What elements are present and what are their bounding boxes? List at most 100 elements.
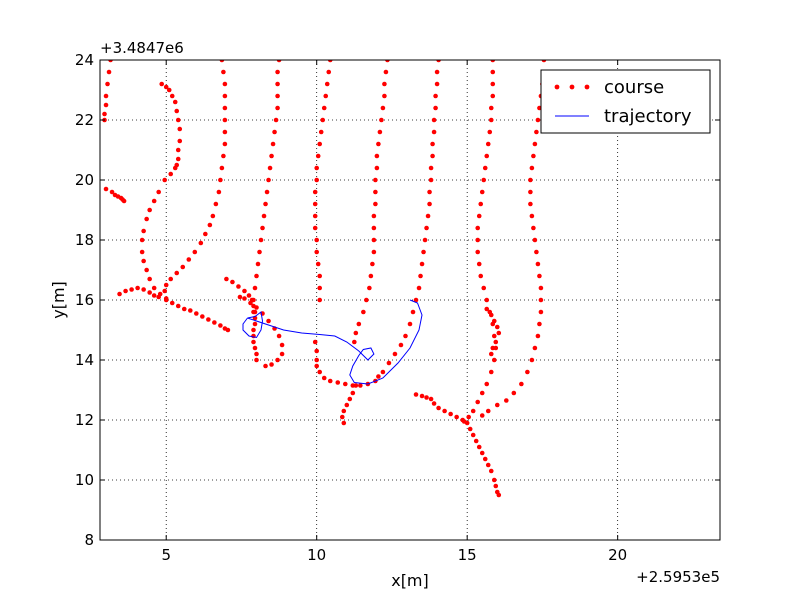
course-point bbox=[221, 153, 226, 159]
course-point bbox=[398, 342, 404, 348]
course-point bbox=[386, 360, 392, 366]
course-point bbox=[248, 300, 253, 306]
course-point bbox=[491, 477, 497, 483]
course-point bbox=[317, 141, 323, 147]
course-point bbox=[213, 201, 219, 207]
course-point bbox=[257, 249, 262, 255]
course-point bbox=[494, 324, 500, 330]
course-point bbox=[121, 198, 127, 204]
course-point bbox=[479, 450, 485, 456]
course-point bbox=[267, 165, 273, 171]
course-point bbox=[314, 348, 319, 354]
course-point bbox=[315, 261, 321, 267]
course-point bbox=[218, 177, 223, 183]
course-point bbox=[272, 129, 277, 135]
course-point bbox=[424, 395, 429, 400]
course-point bbox=[269, 362, 274, 367]
course-point bbox=[141, 258, 146, 264]
course-point bbox=[317, 285, 323, 291]
course-point bbox=[418, 273, 423, 279]
course-point bbox=[519, 381, 524, 387]
course-point bbox=[103, 102, 109, 108]
y-tick-label: 14 bbox=[75, 351, 94, 369]
course-point bbox=[276, 60, 282, 63]
course-point bbox=[433, 93, 438, 99]
course-point bbox=[175, 117, 181, 123]
course-point bbox=[169, 93, 175, 99]
course-point bbox=[254, 305, 259, 310]
course-point bbox=[407, 321, 413, 327]
course-point bbox=[261, 213, 267, 219]
course-point bbox=[312, 189, 318, 195]
course-point bbox=[368, 273, 374, 279]
course-point bbox=[106, 69, 112, 75]
course-point bbox=[108, 60, 113, 63]
course-point bbox=[410, 309, 416, 315]
course-point bbox=[156, 294, 161, 300]
course-point bbox=[172, 99, 178, 105]
course-point bbox=[383, 69, 389, 75]
course-point bbox=[419, 261, 425, 267]
course-point bbox=[327, 60, 333, 63]
course-point bbox=[321, 105, 327, 111]
course-point bbox=[318, 129, 324, 135]
course-point bbox=[461, 419, 467, 424]
course-point bbox=[255, 261, 261, 267]
course-point bbox=[427, 201, 432, 207]
course-point bbox=[488, 468, 494, 474]
course-point bbox=[264, 189, 270, 195]
course-point bbox=[353, 330, 359, 336]
course-point bbox=[529, 357, 535, 363]
course-point bbox=[192, 249, 198, 255]
course-point bbox=[314, 177, 319, 183]
course-point bbox=[273, 117, 279, 123]
course-point bbox=[159, 81, 164, 87]
course-point bbox=[528, 177, 533, 183]
course-point bbox=[251, 309, 256, 315]
course-point bbox=[416, 285, 422, 291]
course-point bbox=[236, 284, 241, 289]
course-point bbox=[493, 483, 499, 489]
course-point bbox=[356, 321, 362, 327]
course-point bbox=[470, 432, 476, 438]
course-point bbox=[216, 189, 222, 195]
course-point bbox=[314, 357, 319, 363]
course-point bbox=[186, 257, 192, 262]
course-point bbox=[324, 81, 330, 87]
course-point bbox=[314, 237, 319, 243]
course-point bbox=[163, 84, 169, 90]
course-point bbox=[538, 285, 544, 291]
course-point bbox=[312, 339, 318, 345]
course-point bbox=[490, 93, 496, 99]
trajectory-series bbox=[242, 299, 423, 385]
course-point bbox=[376, 141, 381, 147]
course-point bbox=[266, 177, 271, 183]
course-point bbox=[242, 296, 247, 301]
course-point bbox=[434, 69, 440, 75]
course-point bbox=[491, 318, 497, 324]
course-point bbox=[177, 138, 183, 144]
course-point bbox=[475, 249, 481, 255]
course-point bbox=[260, 225, 265, 231]
course-point bbox=[488, 105, 494, 111]
course-point bbox=[442, 408, 447, 414]
course-point bbox=[222, 141, 228, 147]
course-point bbox=[535, 117, 541, 123]
course-point bbox=[488, 312, 494, 318]
legend-marker-course bbox=[569, 84, 575, 90]
course-point bbox=[537, 273, 542, 279]
course-point bbox=[538, 309, 544, 315]
course-point bbox=[314, 249, 319, 255]
course-point bbox=[371, 237, 377, 243]
course-point bbox=[496, 330, 502, 336]
course-point bbox=[251, 297, 256, 303]
legend-marker-course bbox=[554, 84, 560, 90]
course-point bbox=[488, 351, 494, 357]
course-point bbox=[135, 285, 140, 291]
course-point bbox=[200, 314, 205, 319]
course-point bbox=[237, 294, 243, 300]
course-point bbox=[374, 153, 380, 159]
course-point bbox=[382, 93, 387, 99]
course-point bbox=[382, 81, 387, 87]
course-point bbox=[481, 177, 487, 183]
